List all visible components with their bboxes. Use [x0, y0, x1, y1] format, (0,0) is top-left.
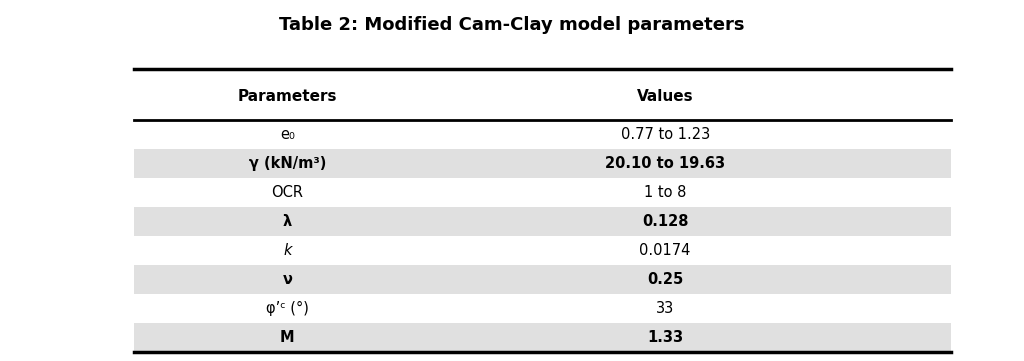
Text: e₀: e₀: [280, 127, 295, 142]
Bar: [134, 323, 951, 352]
Text: 20.10 to 19.63: 20.10 to 19.63: [605, 156, 725, 171]
Text: γ (kN/m³): γ (kN/m³): [249, 156, 326, 171]
Text: M: M: [280, 330, 295, 345]
Text: Table 2: Modified Cam-Clay model parameters: Table 2: Modified Cam-Clay model paramet…: [280, 16, 744, 34]
Text: 1.33: 1.33: [647, 330, 683, 345]
Text: 0.0174: 0.0174: [640, 243, 691, 258]
Text: 0.25: 0.25: [647, 272, 683, 287]
Bar: [134, 149, 951, 178]
Text: φ’ᶜ (°): φ’ᶜ (°): [266, 301, 309, 316]
Text: Values: Values: [637, 89, 693, 104]
Text: 1 to 8: 1 to 8: [644, 185, 686, 200]
Text: OCR: OCR: [271, 185, 303, 200]
Text: k: k: [283, 243, 292, 258]
Text: λ: λ: [283, 214, 292, 229]
Bar: [134, 73, 951, 119]
Bar: [134, 207, 951, 236]
Bar: [134, 265, 951, 294]
Text: 33: 33: [656, 301, 675, 316]
Text: 0.128: 0.128: [642, 214, 688, 229]
Text: 0.77 to 1.23: 0.77 to 1.23: [621, 127, 710, 142]
Text: ν: ν: [283, 272, 292, 287]
Text: Parameters: Parameters: [238, 89, 337, 104]
